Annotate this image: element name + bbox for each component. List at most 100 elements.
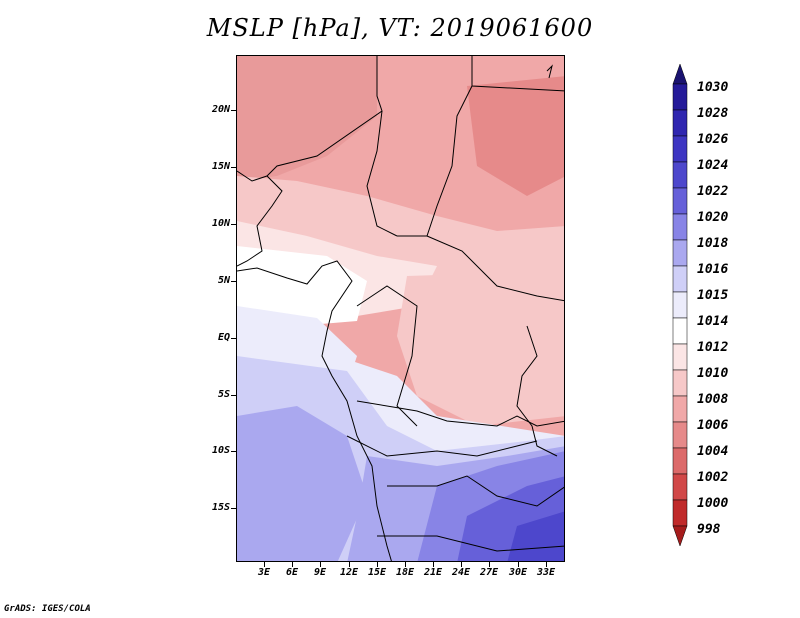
region-northwest bbox=[237, 56, 377, 181]
colorbar-segment bbox=[672, 473, 688, 501]
lat-label-15s: 15S bbox=[211, 502, 230, 513]
lat-label-eq: EQ bbox=[217, 332, 230, 343]
colorbar-segment bbox=[672, 239, 688, 267]
lat-tick bbox=[231, 338, 236, 339]
colorbar-segment bbox=[672, 187, 688, 215]
colorbar-segment bbox=[672, 369, 688, 397]
colorbar-label-998: 998 bbox=[697, 522, 721, 537]
colorbar-top-arrow bbox=[672, 63, 688, 85]
lon-tick bbox=[433, 562, 434, 567]
colorbar-segment bbox=[672, 265, 688, 293]
lat-tick bbox=[231, 395, 236, 396]
lon-tick bbox=[377, 562, 378, 567]
lon-label-30e: 30E bbox=[508, 567, 528, 578]
lat-label-20n: 20N bbox=[211, 104, 230, 115]
lon-label-21e: 21E bbox=[423, 567, 443, 578]
colorbar-segment bbox=[672, 395, 688, 423]
region-southeast-3 bbox=[507, 511, 564, 561]
lon-label-12e: 12E bbox=[339, 567, 359, 578]
coastlines-borders bbox=[237, 56, 564, 561]
lon-label-3e: 3E bbox=[257, 567, 271, 578]
lat-tick bbox=[231, 508, 236, 509]
colorbar-label-1006: 1006 bbox=[697, 418, 729, 433]
colorbar-segment bbox=[672, 421, 688, 449]
lon-tick bbox=[546, 562, 547, 567]
colorbar-label-1024: 1024 bbox=[697, 158, 729, 173]
colorbar-label-1026: 1026 bbox=[697, 132, 729, 147]
lat-tick bbox=[231, 167, 236, 168]
lon-label-9e: 9E bbox=[313, 567, 327, 578]
colorbar-segment bbox=[672, 499, 688, 527]
lon-label-27e: 27E bbox=[479, 567, 499, 578]
colorbar-label-1030: 1030 bbox=[697, 80, 729, 95]
lon-label-15e: 15E bbox=[367, 567, 387, 578]
colorbar-label-1000: 1000 bbox=[697, 496, 729, 511]
lat-tick bbox=[231, 224, 236, 225]
colorbar-label-1004: 1004 bbox=[697, 444, 729, 459]
border-central bbox=[397, 85, 473, 237]
colorbar-label-1008: 1008 bbox=[697, 392, 729, 407]
region-congo-basin bbox=[397, 271, 564, 426]
colorbar-label-1028: 1028 bbox=[697, 106, 729, 121]
colorbar-segment bbox=[672, 447, 688, 475]
lon-tick bbox=[461, 562, 462, 567]
colorbar-label-1016: 1016 bbox=[697, 262, 729, 277]
lon-tick bbox=[349, 562, 350, 567]
lat-label-5s: 5S bbox=[217, 389, 230, 400]
lat-label-15n: 15N bbox=[211, 161, 230, 172]
colorbar-segment bbox=[672, 317, 688, 345]
border-south-3 bbox=[377, 535, 564, 552]
colorbar-segments bbox=[672, 63, 688, 547]
lon-tick bbox=[518, 562, 519, 567]
lon-tick bbox=[292, 562, 293, 567]
lon-label-24e: 24E bbox=[451, 567, 471, 578]
colorbar-segment bbox=[672, 109, 688, 137]
colorbar-label-1015: 1015 bbox=[697, 288, 729, 303]
colorbar-segment bbox=[672, 291, 688, 319]
colorbar-label-1010: 1010 bbox=[697, 366, 729, 381]
region-sahel bbox=[237, 176, 564, 286]
border-congo-2 bbox=[356, 400, 564, 427]
lat-label-5n: 5N bbox=[217, 275, 230, 286]
west-coast bbox=[237, 170, 283, 267]
colorbar-label-1014: 1014 bbox=[697, 314, 729, 329]
lat-tick bbox=[231, 451, 236, 452]
colorbar-label-1020: 1020 bbox=[697, 210, 729, 225]
lon-tick bbox=[320, 562, 321, 567]
atlantic-coast bbox=[237, 260, 392, 561]
grads-credit: GrADS: IGES/COLA bbox=[4, 604, 91, 614]
lon-label-6e: 6E bbox=[285, 567, 299, 578]
rift-lakes bbox=[516, 325, 558, 457]
border-congo-1 bbox=[356, 285, 418, 427]
lon-tick bbox=[489, 562, 490, 567]
colorbar-segment bbox=[672, 135, 688, 163]
pressure-field bbox=[237, 56, 564, 561]
border-east bbox=[426, 235, 564, 302]
region-southwest bbox=[237, 406, 367, 561]
colorbar bbox=[672, 63, 688, 547]
colorbar-segment bbox=[672, 161, 688, 189]
colorbar-label-1022: 1022 bbox=[697, 184, 729, 199]
lat-label-10n: 10N bbox=[211, 218, 230, 229]
colorbar-label-1002: 1002 bbox=[697, 470, 729, 485]
region-northeast bbox=[467, 76, 564, 196]
border-south-2 bbox=[387, 475, 564, 507]
region-atlantic-equator bbox=[237, 246, 367, 326]
colorbar-label-1018: 1018 bbox=[697, 236, 729, 251]
lat-label-10s: 10S bbox=[211, 445, 230, 456]
colorbar-label-1012: 1012 bbox=[697, 340, 729, 355]
lon-tick bbox=[264, 562, 265, 567]
nile-delta bbox=[546, 64, 553, 79]
lon-label-18e: 18E bbox=[395, 567, 415, 578]
lon-label-33e: 33E bbox=[536, 567, 556, 578]
colorbar-segment bbox=[672, 83, 688, 111]
lat-tick bbox=[231, 110, 236, 111]
colorbar-segment bbox=[672, 343, 688, 371]
colorbar-segment bbox=[672, 213, 688, 241]
lon-tick bbox=[405, 562, 406, 567]
border-north-1 bbox=[266, 56, 383, 177]
border-south-1 bbox=[346, 435, 538, 457]
colorbar-bottom-arrow bbox=[672, 525, 688, 547]
lat-tick bbox=[231, 281, 236, 282]
border-north-2 bbox=[366, 110, 398, 237]
